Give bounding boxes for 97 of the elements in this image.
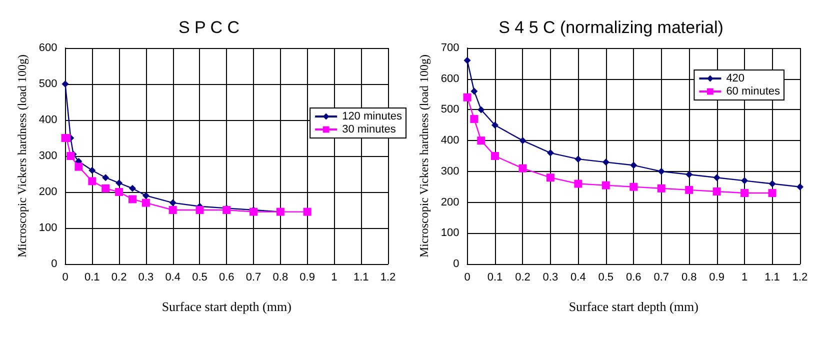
point: [169, 199, 176, 206]
y-tick-label: 400: [440, 134, 460, 147]
point: [574, 156, 582, 163]
point: [630, 162, 638, 169]
point: [142, 192, 150, 200]
y-tick-label: 100: [440, 227, 460, 240]
point: [713, 174, 720, 182]
point: [168, 206, 177, 214]
chart-title: S 4 5 C (normalizing material): [498, 18, 724, 37]
point: [88, 166, 96, 174]
x-tick-label: 0.7: [246, 272, 262, 284]
x-tick-label: 0.6: [626, 272, 642, 284]
x-tick-label: 1.1: [353, 272, 369, 284]
x-tick-label: 0: [464, 272, 470, 284]
y-tick-label: 0: [51, 258, 58, 270]
x-tick-label: 0.1: [84, 272, 100, 284]
point: [74, 162, 83, 171]
point: [477, 136, 486, 145]
point: [491, 122, 498, 129]
point: [602, 181, 610, 190]
x-tick-label: 0.1: [487, 272, 503, 284]
point: [741, 177, 748, 184]
point: [102, 174, 110, 182]
legend-label: 60 minutes: [726, 86, 780, 98]
x-tick-label: 0.9: [709, 272, 724, 284]
point: [88, 177, 96, 186]
point: [546, 149, 554, 156]
point: [519, 137, 526, 144]
x-tick-label: 0.8: [681, 272, 697, 284]
y-tick-label: 700: [440, 42, 460, 54]
point: [685, 186, 694, 194]
y-axis-title: Microscopic Vickers hardness (load 100g): [15, 54, 29, 258]
x-tick-label: 1: [331, 272, 338, 284]
x-tick-label: 1.2: [792, 272, 808, 284]
point: [142, 198, 150, 207]
legend-label: 120 minutes: [342, 110, 402, 122]
x-tick-label: 0.3: [542, 272, 558, 284]
legend-label: 30 minutes: [342, 124, 396, 136]
point: [102, 184, 110, 192]
y-axis-title: Microscopic Vickers hardness (load 100g): [417, 54, 431, 258]
point: [657, 184, 666, 192]
point: [768, 189, 776, 198]
y-tick-label: 200: [440, 196, 460, 208]
x-tick-label: 0.5: [598, 272, 614, 284]
point: [768, 180, 776, 188]
x-tick-label: 0.4: [570, 272, 586, 284]
point: [128, 184, 136, 192]
y-tick-label: 300: [440, 165, 460, 178]
point: [630, 182, 638, 191]
point: [116, 180, 123, 186]
point: [303, 208, 312, 216]
x-tick-label: 0: [62, 272, 68, 284]
point: [518, 164, 527, 172]
point: [464, 56, 471, 64]
x-tick-label: 0.2: [111, 272, 127, 284]
point: [602, 158, 610, 166]
chart-title: S P C C: [178, 18, 240, 37]
y-tick-label: 200: [38, 186, 58, 198]
x-axis-title: Surface start depth (mm): [162, 299, 292, 314]
x-tick-label: 0.6: [218, 272, 234, 284]
x-tick-label: 0.4: [165, 272, 180, 284]
y-tick-label: 600: [440, 72, 460, 85]
point: [66, 152, 75, 160]
x-tick-label: 1.2: [380, 272, 396, 284]
point: [478, 106, 485, 114]
y-tick-label: 600: [38, 42, 58, 54]
point: [62, 80, 69, 88]
x-tick-label: 0.2: [515, 272, 530, 284]
x-tick-label: 1: [741, 272, 748, 284]
x-tick-label: 0.9: [300, 272, 315, 284]
point: [470, 114, 478, 123]
y-tick-label: 0: [453, 258, 460, 270]
point: [740, 189, 749, 198]
y-tick-label: 400: [38, 114, 58, 126]
x-tick-label: 0.3: [138, 272, 154, 284]
point: [470, 88, 478, 95]
point: [490, 152, 499, 160]
x-tick-label: 0.7: [654, 272, 670, 284]
y-tick-label: 500: [440, 104, 460, 116]
x-axis-title: Surface start depth (mm): [568, 299, 698, 314]
point: [574, 180, 582, 188]
y-tick-label: 100: [38, 222, 58, 234]
point: [128, 195, 136, 204]
x-tick-label: 1.1: [764, 272, 780, 284]
point: [658, 168, 665, 175]
y-tick-label: 500: [38, 78, 58, 90]
point: [796, 183, 804, 190]
point: [546, 174, 554, 182]
x-tick-label: 0.8: [272, 272, 288, 284]
point: [712, 187, 721, 196]
x-tick-label: 0.5: [192, 272, 208, 284]
legend-label: 420: [726, 72, 745, 84]
point: [463, 93, 472, 102]
point: [196, 206, 204, 214]
point: [115, 188, 124, 196]
point: [686, 171, 693, 178]
y-tick-label: 300: [38, 150, 58, 162]
